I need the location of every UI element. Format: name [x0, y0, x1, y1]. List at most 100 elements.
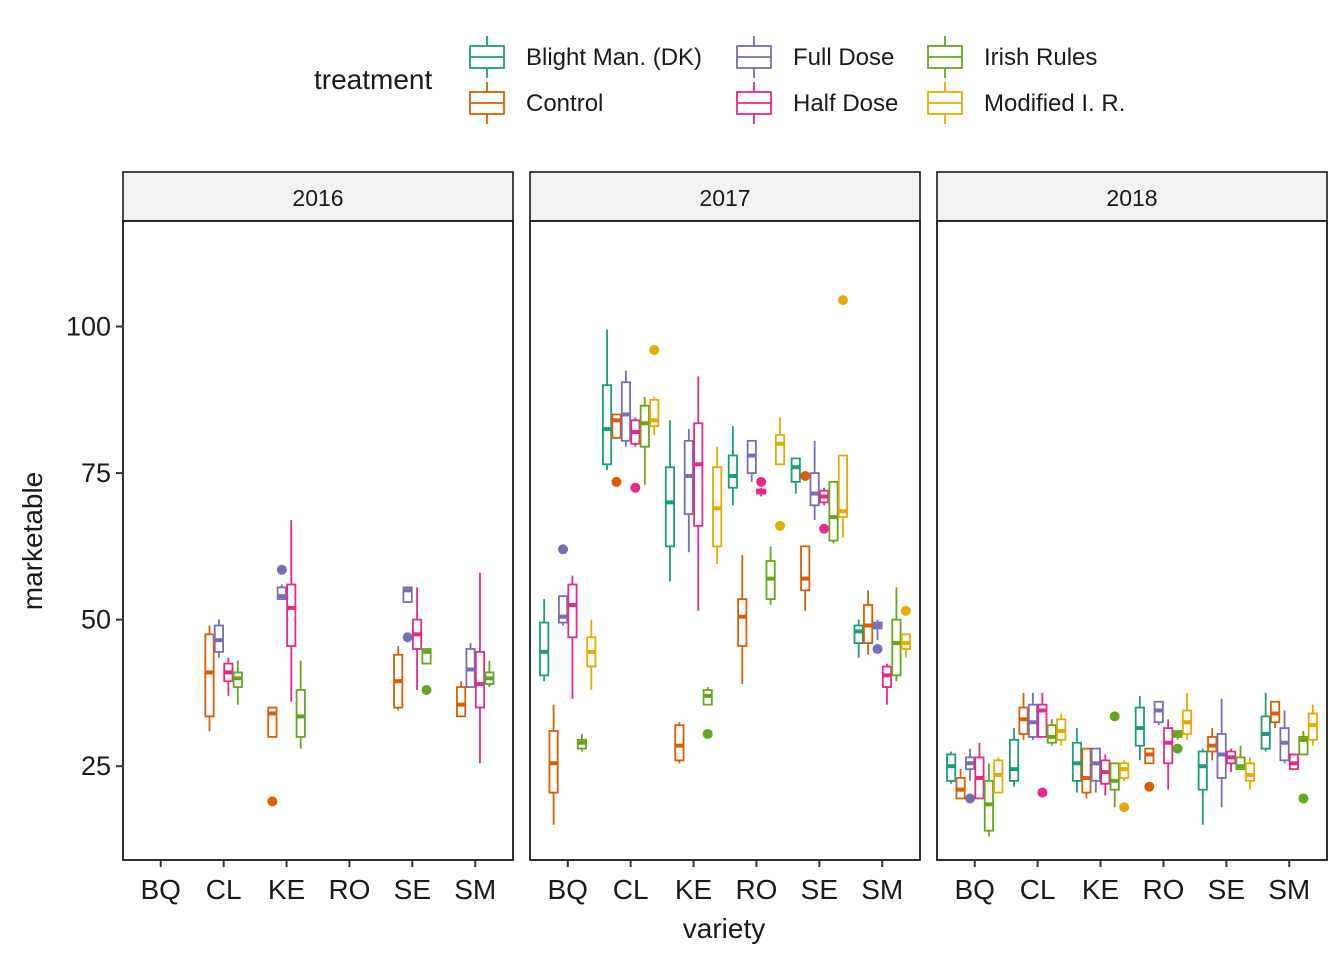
box-body — [295, 689, 306, 738]
outlier-point — [1109, 711, 1120, 722]
y-tick-label: 50 — [81, 605, 111, 635]
box-body — [1163, 727, 1174, 765]
box-SM-blight-man-dk- — [1260, 692, 1271, 752]
box-RO-irish-rules — [1172, 730, 1183, 754]
x-tick-label: SE — [801, 874, 838, 905]
panel-frame — [122, 220, 514, 861]
legend-key-irish-rules: Irish Rules — [927, 36, 1097, 78]
box-body — [402, 586, 413, 603]
box-BQ-half-dose — [974, 742, 985, 800]
box-body — [1046, 724, 1057, 744]
panel-frame — [529, 220, 921, 861]
panel-frame — [936, 220, 1328, 861]
outlier-point — [872, 643, 883, 654]
box-body — [567, 583, 578, 639]
outlier-point — [267, 796, 278, 807]
outlier-point — [1037, 787, 1048, 798]
box-SE-half-dose — [1226, 748, 1237, 773]
box-KE-half-dose — [286, 519, 297, 702]
box-SE-half-dose — [412, 587, 423, 690]
box-body — [837, 454, 848, 518]
legend-key-half-dose: Half Dose — [736, 82, 898, 124]
x-axis-title: variety — [683, 913, 765, 944]
box-SE-control — [800, 471, 811, 611]
box-body — [1298, 735, 1309, 756]
outlier-point — [421, 684, 432, 695]
box-SE-blight-man-dk- — [790, 457, 801, 494]
box-CL-control — [204, 625, 215, 732]
x-tick-label: CL — [206, 874, 242, 905]
legend-title: treatment — [314, 64, 432, 95]
box-SM-control — [456, 681, 467, 718]
box-RO-control — [1144, 747, 1155, 792]
box-body — [611, 413, 622, 439]
x-tick-label: SE — [394, 874, 431, 905]
box-SM-modified-i-r- — [1307, 704, 1318, 746]
box-KE-full-dose — [683, 429, 694, 553]
box-RO-control — [737, 555, 748, 685]
y-axis-title: marketable — [17, 472, 48, 611]
box-body — [639, 404, 650, 448]
box-body — [421, 648, 432, 665]
box-SE-control — [1207, 728, 1218, 761]
box-KE-control — [267, 706, 278, 807]
box-CL-full-dose — [213, 619, 224, 658]
box-CL-control — [611, 413, 622, 487]
box-KE-control — [674, 722, 685, 764]
box-RO-half-dose — [1163, 719, 1174, 790]
outlier-point — [276, 564, 287, 575]
box-SM-blight-man-dk- — [853, 619, 864, 658]
box-SM-modified-i-r- — [900, 605, 911, 658]
facet-panels: 2016 BQ CL KE RO SE SM 2017 BQ CL KE RO SE SM 2018 BQ CL… — [122, 171, 1328, 905]
box-body — [809, 472, 820, 507]
legend-label: Half Dose — [793, 90, 898, 117]
x-tick-label: BQ — [548, 874, 588, 905]
y-axis: 25 50 75 100 — [66, 312, 123, 781]
outlier-point — [800, 471, 811, 482]
box-body — [557, 595, 569, 624]
box-body — [602, 384, 613, 466]
outlier-point — [775, 520, 786, 531]
box-RO-blight-man-dk- — [727, 426, 738, 506]
outlier-point — [702, 728, 713, 739]
box-BQ-blight-man-dk- — [946, 751, 957, 784]
legend-key-control: Control — [469, 82, 603, 124]
box-SE-full-dose — [1216, 698, 1227, 808]
box-RO-blight-man-dk- — [1134, 695, 1145, 761]
box-CL-irish-rules — [232, 660, 243, 705]
box-body — [1081, 747, 1092, 794]
box-SE-modified-i-r- — [837, 295, 848, 538]
box-body — [693, 422, 704, 527]
outlier-point — [900, 605, 911, 616]
x-tick-label: BQ — [141, 874, 181, 905]
box-SE-blight-man-dk- — [1197, 748, 1208, 825]
box-body — [456, 686, 467, 718]
box-SM-full-dose — [465, 643, 476, 688]
box-RO-modified-i-r- — [1181, 692, 1193, 740]
box-CL-modified-i-r- — [649, 344, 660, 435]
box-BQ-blight-man-dk- — [539, 599, 550, 682]
box-SE-full-dose — [809, 440, 820, 520]
legend: treatment Blight Man. (DK) Control Full Do… — [314, 36, 1125, 124]
outlier-point — [402, 632, 413, 643]
box-SM-control — [863, 590, 874, 655]
x-tick-label: KE — [268, 874, 305, 905]
box-KE-irish-rules — [702, 687, 713, 739]
box-SM-full-dose — [872, 619, 883, 654]
box-body — [1009, 738, 1020, 782]
legend-label: Irish Rules — [984, 44, 1097, 71]
box-BQ-control — [955, 769, 966, 800]
strip-label: 2016 — [292, 185, 343, 211]
x-tick-label: SM — [1268, 874, 1310, 905]
box-body — [620, 381, 631, 442]
outlier-point — [1172, 743, 1183, 754]
strip-background — [529, 171, 921, 222]
outlier-point — [1144, 781, 1155, 792]
box-KE-blight-man-dk- — [1071, 728, 1083, 793]
strip-background — [122, 171, 514, 222]
strip-label: 2017 — [699, 185, 750, 211]
box-body — [737, 598, 748, 647]
box-body — [800, 545, 811, 592]
box-BQ-modified-i-r- — [993, 757, 1004, 794]
